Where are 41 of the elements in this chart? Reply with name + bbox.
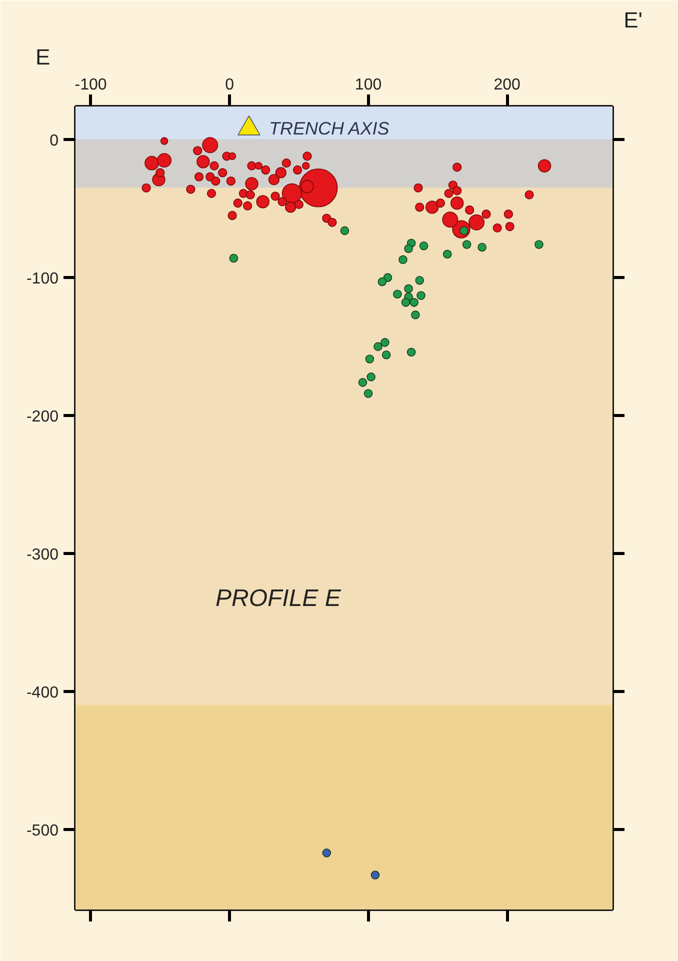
y-tick-label: -300 [26,546,59,564]
point [370,870,380,880]
point [534,240,544,249]
point [382,350,391,360]
y-tick-label: 0 [50,132,59,150]
point [404,244,413,254]
x-tick-label: 200 [494,76,520,94]
point [393,290,402,299]
point [462,240,472,249]
text: E [36,44,50,70]
y-tick-label: -200 [26,408,59,426]
point [410,298,418,307]
point [364,389,373,398]
point [366,372,376,382]
point [398,255,408,264]
x-tick-label: -100 [74,76,107,94]
annotation: TRENCH AXIS [268,118,390,139]
point [358,378,368,387]
y-tick-label: -100 [26,270,59,288]
point [416,291,426,300]
point [380,338,390,347]
point [406,348,416,356]
x-tick-label: 100 [354,76,382,94]
text: E' [624,8,642,32]
point [229,254,238,263]
point [478,242,486,252]
point [411,310,420,320]
y-tick-label: -500 [26,822,59,840]
point [340,226,350,236]
point [378,277,387,286]
point [322,848,332,858]
point [401,298,410,307]
x-tick-label: 0 [225,76,234,94]
point [419,241,428,250]
y-tick-label: -400 [26,684,59,702]
point [415,276,424,285]
point [365,354,374,364]
point [404,284,413,294]
annotation: PROFILE E [216,585,342,612]
point [442,250,452,259]
point [374,342,382,351]
